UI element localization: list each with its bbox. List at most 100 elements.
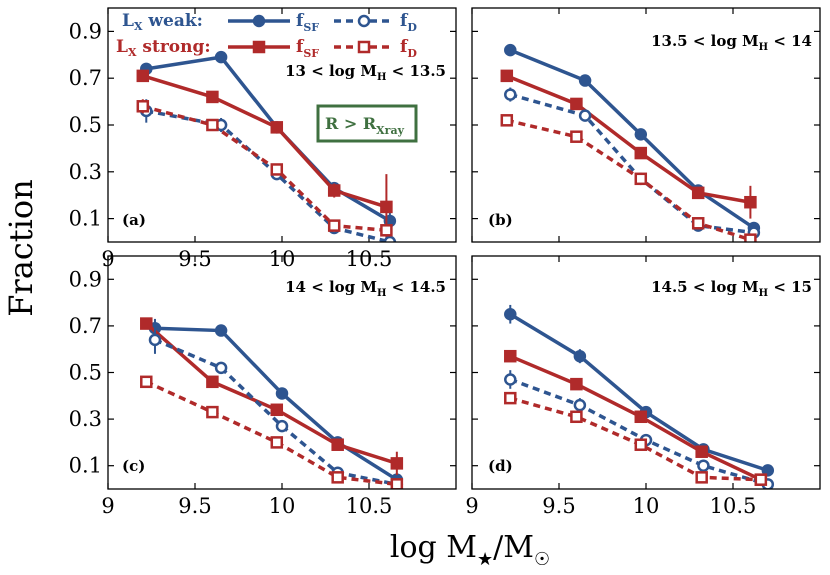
series-2: [136, 69, 393, 240]
legend-swatch-fd-weak: [334, 14, 394, 28]
halo-mass-range-label: 13.5 < log MH < 14: [651, 32, 812, 53]
panel-3-series: [140, 317, 404, 489]
legend: LX weak: LX strong: fSF fD fSF fD: [116, 11, 417, 60]
data-point: [327, 184, 341, 197]
panel-3: 9 9.5 10 10.5 0.1 0.3 0.5 0.7 0.9 (c) 14 < log MH …: [69, 255, 457, 518]
legend-fd-strong: fD: [400, 37, 417, 60]
panel-1-series: [136, 50, 397, 242]
y-tick-label: 0.9: [69, 19, 102, 43]
range-sub: H: [759, 288, 768, 299]
series-4: [500, 114, 757, 242]
panel-4: 9 9.5 10 10.5 (d) 14.5 < log MH < 15: [465, 255, 821, 518]
data-point: [327, 219, 341, 232]
annotation-box-sub: Xray: [376, 124, 404, 137]
data-point: [570, 410, 583, 424]
annotation-box-text: R > RXray: [325, 114, 405, 137]
series-line: [509, 92, 755, 235]
x-axis-title-sub: ★: [477, 549, 493, 570]
data-point: [504, 88, 517, 101]
range-sub: H: [759, 42, 768, 53]
data-point: [573, 398, 587, 412]
legend-weak-main: L: [122, 11, 134, 31]
legend-fd-weak-main: f: [400, 11, 409, 31]
data-point: [578, 109, 592, 122]
panel-1: 9 9.5 10 10.50.10.30.50.70.9(a)13 < log MH …: [69, 7, 457, 271]
data-point: [270, 436, 284, 449]
panel-tag: (a): [122, 211, 146, 229]
data-point: [390, 457, 404, 470]
data-point: [390, 478, 404, 489]
range-suffix: < 14.5: [386, 278, 446, 296]
data-point: [270, 403, 284, 417]
data-point: [634, 172, 648, 186]
panel-tag: (b): [488, 211, 513, 229]
range-suffix: < 15: [768, 278, 812, 296]
data-point: [136, 69, 150, 83]
legend-fsf-weak-sub: SF: [303, 21, 319, 34]
y-axis-title: Fraction: [2, 179, 40, 316]
y-tick-label: 0.9: [69, 267, 102, 291]
x-axis-title-tail: /M: [493, 530, 534, 565]
x-tick-label: 9: [101, 494, 114, 518]
legend-swatch-fsf-weak: [228, 14, 290, 28]
range-sub: H: [377, 288, 386, 299]
series-3: [504, 87, 761, 239]
legend-strong-sub: X: [128, 46, 137, 59]
halo-mass-range-label: 14 < log MH < 14.5: [285, 278, 446, 299]
data-point: [634, 410, 648, 424]
data-point: [570, 130, 583, 143]
series-4: [140, 375, 404, 489]
data-point: [275, 387, 289, 400]
data-point: [270, 121, 284, 134]
y-tick-label: 0.1: [69, 207, 102, 231]
range-suffix: < 14: [768, 32, 812, 50]
series-1: [148, 318, 404, 486]
panel-frame: [107, 7, 457, 243]
series-line: [506, 118, 751, 242]
panel-2: (b) 13.5 < log MH < 14: [471, 7, 821, 243]
data-point: [761, 464, 775, 477]
data-point: [695, 445, 708, 458]
data-point: [275, 419, 289, 433]
data-point: [744, 233, 757, 242]
annotation-box-frame: [316, 104, 418, 143]
data-point: [206, 90, 219, 104]
x-tick-label: 9.5: [542, 494, 575, 518]
series-4: [504, 391, 768, 486]
legend-fd-weak-sub: D: [407, 21, 417, 34]
data-point: [634, 128, 648, 141]
range-sub: H: [377, 72, 386, 83]
legend-fsf-weak: fSF: [296, 11, 319, 34]
data-point: [214, 361, 228, 375]
legend-swatch-fd-strong: [334, 40, 394, 54]
panel-tag: (c): [122, 457, 145, 475]
panel-frame: [471, 255, 821, 490]
y-tick-label: 0.3: [69, 160, 102, 184]
data-point: [140, 375, 153, 389]
data-point: [500, 114, 514, 127]
data-point: [136, 100, 150, 113]
x-tick-label: 10.5: [710, 494, 757, 518]
x-tick-label: 10.5: [346, 494, 393, 518]
data-point: [578, 74, 592, 87]
data-point: [380, 224, 393, 237]
data-point: [380, 200, 393, 214]
legend-strong-label: LX strong:: [116, 37, 211, 59]
range-prefix: 14 < log M: [285, 278, 377, 296]
data-point: [500, 69, 514, 83]
legend-weak-tail: weak:: [143, 11, 203, 31]
data-point: [634, 146, 648, 160]
data-point: [206, 375, 219, 389]
x-tick-label: 9: [465, 494, 478, 518]
data-point: [744, 195, 757, 209]
data-point: [383, 235, 397, 242]
legend-fd-strong-main: f: [400, 37, 409, 57]
data-point: [148, 333, 162, 347]
data-point: [754, 473, 768, 486]
panel-1-ticks: [107, 8, 456, 242]
legend-weak-label: LX weak:: [122, 11, 203, 33]
data-point: [206, 118, 219, 132]
x-axis-title: log M★/M☉: [390, 530, 550, 570]
x-tick-label: 9.5: [178, 494, 211, 518]
data-point: [695, 471, 708, 484]
